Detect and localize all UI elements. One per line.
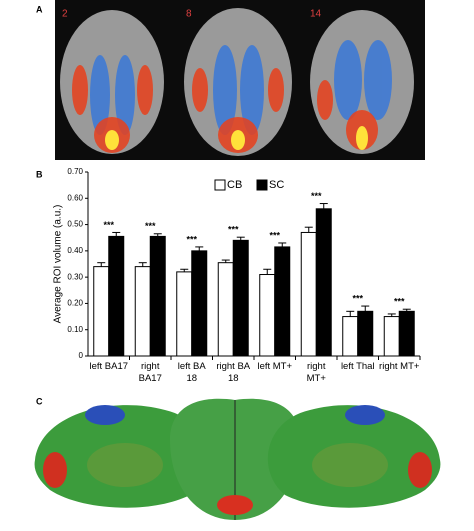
y-tick-label: 0.30 — [67, 272, 83, 281]
x-tick-label: left BA17 — [89, 361, 128, 372]
x-tick-label: right MT+ — [379, 361, 420, 372]
panel-label: B — [36, 169, 43, 179]
bar — [108, 235, 125, 357]
bar — [342, 316, 359, 357]
y-tick-label: 0.70 — [67, 167, 83, 176]
x-tick-label: left Thal — [341, 361, 375, 372]
bar — [191, 250, 208, 357]
legend-label: SC — [269, 179, 284, 191]
bar — [217, 262, 234, 357]
y-tick-label: 0.60 — [67, 193, 83, 202]
bar — [300, 231, 317, 357]
panel-label: A — [36, 4, 43, 14]
y-tick-label: 0.50 — [67, 220, 83, 229]
x-tick-label: right BA 18 — [216, 361, 250, 384]
slice-label: 8 — [186, 9, 192, 20]
bar — [315, 208, 332, 357]
panel-c-surfaces — [34, 398, 441, 520]
y-tick-label: 0.10 — [67, 325, 83, 334]
annotation: *** — [394, 297, 405, 307]
legend-label: CB — [227, 179, 242, 191]
annotation: *** — [269, 230, 280, 240]
slice-label: 2 — [62, 9, 68, 20]
bar-chart: 0 0.10 0.20 0.30 0.40 0.50 0.60 0.70 Average ROI… — [53, 167, 421, 384]
x-tick-label: right BA17 — [139, 361, 162, 384]
bar — [259, 274, 276, 357]
bar — [93, 266, 110, 357]
y-tick-label: 0 — [79, 351, 84, 360]
legend-swatch — [256, 179, 268, 191]
bar — [383, 316, 400, 357]
bar — [398, 310, 415, 357]
x-tick-label: right MT+ — [307, 361, 327, 384]
bar — [149, 235, 166, 357]
x-tick-label: left MT+ — [257, 361, 292, 372]
bar — [357, 310, 374, 357]
panel-label: C — [36, 396, 43, 406]
y-axis-label: Average ROI volume (a.u.) — [53, 205, 64, 324]
slice-label: 14 — [310, 9, 322, 20]
panel-a-images — [55, 0, 425, 160]
x-tick-label: left BA 18 — [178, 361, 207, 384]
bar — [176, 271, 193, 357]
annotation: *** — [311, 191, 322, 201]
bar — [274, 246, 291, 357]
annotation: *** — [186, 234, 197, 244]
annotation: *** — [352, 293, 363, 303]
y-tick-label: 0.20 — [67, 299, 83, 308]
annotation: *** — [228, 225, 239, 235]
annotation: *** — [145, 221, 156, 231]
annotation: *** — [103, 220, 114, 230]
bar — [232, 239, 249, 357]
y-tick-label: 0.40 — [67, 246, 83, 255]
bar — [134, 266, 151, 357]
legend-swatch — [214, 179, 226, 191]
